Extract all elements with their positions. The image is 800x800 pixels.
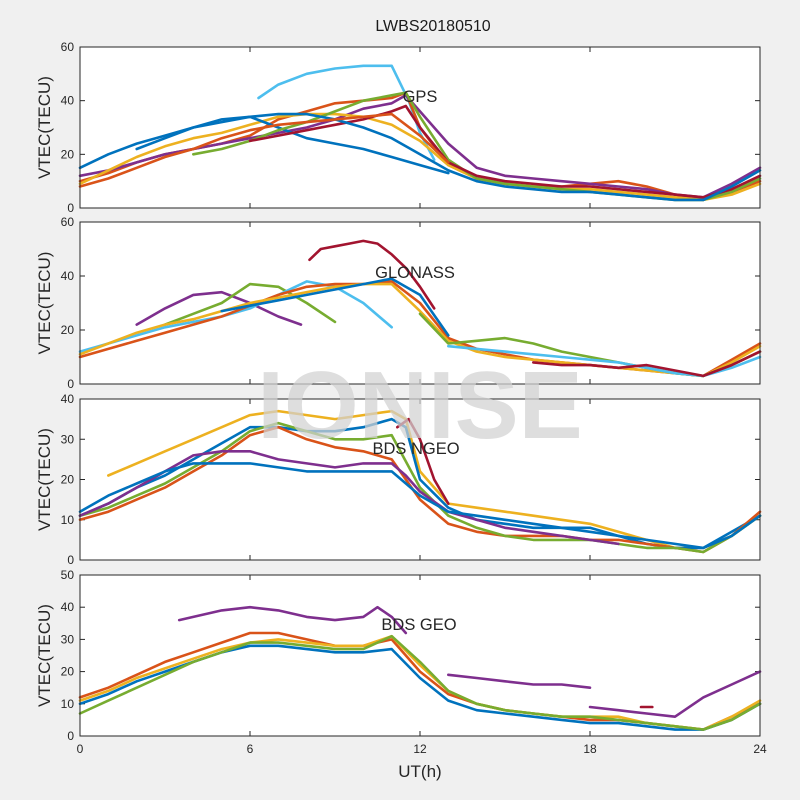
y-tick-label: 40 bbox=[61, 94, 75, 108]
panels: 0204060GPSVTEC(TECU)0204060GLONASSVTEC(T… bbox=[35, 40, 767, 781]
series-line-9 bbox=[78, 112, 450, 188]
figure-title: LWBS20180510 bbox=[375, 18, 490, 35]
y-tick-label: 20 bbox=[61, 665, 75, 679]
y-tick-label: 60 bbox=[61, 40, 75, 54]
y-tick-label: 20 bbox=[61, 473, 75, 487]
series-line-10 bbox=[531, 350, 762, 378]
panel-label: GPS bbox=[403, 88, 438, 106]
y-tick-label: 20 bbox=[61, 147, 75, 161]
series-line-8 bbox=[135, 112, 762, 202]
series-line-7 bbox=[78, 634, 762, 731]
series-line-5 bbox=[78, 449, 620, 546]
x-tick-label: 12 bbox=[413, 742, 427, 756]
y-tick-label: 0 bbox=[67, 729, 74, 743]
y-axis-label: VTEC(TECU) bbox=[35, 252, 54, 355]
series-line-7 bbox=[220, 277, 450, 337]
y-tick-label: 10 bbox=[61, 697, 75, 711]
x-tick-label: 0 bbox=[77, 742, 84, 756]
y-tick-label: 0 bbox=[67, 201, 74, 215]
axes-box bbox=[79, 574, 761, 737]
panel-1: 0 20 40 60 GPS VTEC(TECU) bbox=[35, 40, 762, 215]
y-axis-label: VTEC(TECU) bbox=[35, 604, 54, 707]
series-line-4 bbox=[78, 112, 762, 202]
series-line-2 bbox=[446, 673, 592, 690]
plot-area bbox=[80, 575, 760, 736]
y-tick-label: 40 bbox=[61, 392, 75, 406]
series-line-7 bbox=[248, 104, 762, 199]
y-tick-label: 40 bbox=[61, 600, 75, 614]
panel-label: GLONASS bbox=[375, 264, 455, 282]
axes-box bbox=[79, 46, 761, 209]
y-tick-label: 50 bbox=[61, 568, 75, 582]
series-line-3 bbox=[163, 282, 337, 326]
y-tick-label: 10 bbox=[61, 513, 75, 527]
axes-box bbox=[79, 398, 761, 561]
x-tick-label: 24 bbox=[753, 742, 767, 756]
y-axis-label: VTEC(TECU) bbox=[35, 76, 54, 179]
panel-label: BDS GEO bbox=[381, 616, 456, 634]
panel-3: 0 10 20 30 40 BDS NGEO VTEC(TECU) bbox=[35, 392, 762, 567]
y-tick-label: 0 bbox=[67, 553, 74, 567]
panel-label: BDS NGEO bbox=[372, 440, 459, 458]
series-line-6 bbox=[78, 282, 762, 378]
series-line-6 bbox=[78, 462, 762, 550]
y-axis-label: VTEC(TECU) bbox=[35, 428, 54, 531]
series-line-1 bbox=[308, 239, 436, 310]
y-tick-label: 20 bbox=[61, 323, 75, 337]
watermark: IONISE bbox=[257, 352, 582, 459]
x-axis-label: UT(h) bbox=[398, 762, 441, 781]
y-tick-label: 30 bbox=[61, 632, 75, 646]
y-tick-label: 40 bbox=[61, 269, 75, 283]
series-line-1 bbox=[177, 605, 408, 635]
series-line-3 bbox=[588, 670, 762, 719]
y-tick-label: 0 bbox=[67, 377, 74, 391]
y-tick-label: 60 bbox=[61, 215, 75, 229]
series-line-5 bbox=[78, 115, 450, 175]
x-tick-label: 6 bbox=[247, 742, 254, 756]
series-line-7 bbox=[395, 417, 450, 505]
series-line-2 bbox=[135, 290, 303, 326]
y-tick-label: 30 bbox=[61, 432, 75, 446]
panel-2: 0 20 40 60 GLONASS VTEC(TECU) bbox=[35, 215, 762, 391]
x-tick-label: 18 bbox=[583, 742, 597, 756]
axes-box bbox=[79, 221, 761, 385]
panel-4: 0 10 20 30 40 50 0 6 12 18 24 BDS GEO VTEC(TECU) UT(h… bbox=[35, 568, 767, 781]
series-line-3 bbox=[78, 425, 762, 554]
series-line-4 bbox=[78, 421, 762, 554]
